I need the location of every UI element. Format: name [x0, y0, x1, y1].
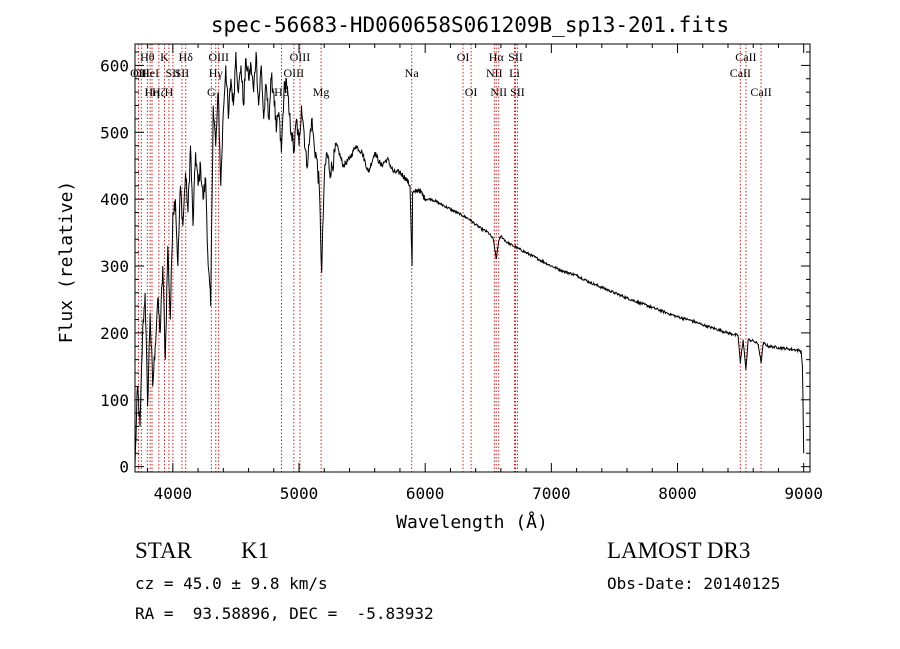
- line-label-10: SII: [175, 66, 190, 80]
- line-label-15: OIII: [284, 66, 305, 80]
- x-tick-label-4: 8000: [658, 484, 697, 503]
- line-label-7: H: [165, 85, 174, 99]
- x-tick-label-3: 7000: [532, 484, 571, 503]
- line-label-23: NII: [490, 85, 507, 99]
- x-tick-label-1: 5000: [280, 484, 319, 503]
- line-label-27: CaII: [730, 66, 751, 80]
- spectrum-series: [134, 51, 805, 467]
- observation-date: Obs-Date: 20140125: [607, 574, 781, 593]
- line-label-4: Hη: [145, 85, 160, 99]
- x-tick-label-2: 6000: [406, 484, 445, 503]
- chart-title: spec-56683-HD060658S061209B_sp13-201.fit…: [211, 13, 729, 37]
- y-tick-label-1: 100: [100, 391, 129, 410]
- line-label-18: Na: [405, 66, 420, 80]
- line-label-11: G: [207, 85, 216, 99]
- x-axis-label: Wavelength (Å): [396, 511, 548, 533]
- coordinates: RA = 93.58896, DEC = -5.83932: [135, 604, 434, 623]
- spectral-line-labels: OIIOIIHθHeIHηHζKHSIIHδSIIGHγOIIIHβOIIIOI…: [130, 50, 772, 99]
- line-label-2: Hθ: [140, 50, 155, 64]
- spectral-line-markers: [137, 44, 762, 472]
- line-label-26: SII: [510, 85, 525, 99]
- line-label-17: Mg: [313, 85, 330, 99]
- line-label-1: OII: [133, 66, 150, 80]
- y-tick-label-0: 0: [119, 458, 129, 477]
- y-tick-label-5: 500: [100, 123, 129, 142]
- redshift-line: cz = 45.0 ± 9.8 km/s: [135, 574, 328, 593]
- line-label-13: OIII: [208, 50, 229, 64]
- y-tick-label-3: 300: [100, 257, 129, 276]
- line-label-9: Hδ: [179, 50, 194, 64]
- y-tick-label-4: 400: [100, 190, 129, 209]
- line-label-24: Li: [509, 66, 520, 80]
- y-axis-label: Flux (relative): [56, 181, 77, 344]
- series-line-0: [134, 51, 805, 467]
- line-label-25: SII: [508, 50, 523, 64]
- axis-ticks: 4000 5000 6000 7000 8000 9000 0 100 200 300 400 500…: [100, 44, 823, 503]
- line-label-29: CaII: [750, 85, 771, 99]
- line-label-19: OI: [457, 50, 470, 64]
- y-tick-label-2: 200: [100, 324, 129, 343]
- survey-name: LAMOST DR3: [607, 538, 751, 563]
- plot-frame: [134, 43, 811, 473]
- line-label-16: OIII: [290, 50, 311, 64]
- line-label-6: K: [160, 50, 169, 64]
- line-label-12: Hγ: [209, 66, 224, 80]
- line-label-5: Hζ: [152, 85, 166, 99]
- object-subclass: K1: [241, 538, 270, 563]
- x-tick-label-5: 9000: [784, 484, 823, 503]
- x-tick-label-0: 4000: [154, 484, 193, 503]
- y-tick-label-6: 600: [100, 56, 129, 75]
- line-label-3: HeI: [141, 66, 159, 80]
- line-label-21: NII: [486, 66, 503, 80]
- line-label-28: CaII: [735, 50, 756, 64]
- object-class: STAR: [135, 538, 192, 563]
- line-label-20: OI: [465, 85, 478, 99]
- line-label-8: SII: [166, 66, 181, 80]
- line-label-22: Hα: [489, 50, 505, 64]
- line-label-0: OII: [130, 66, 147, 80]
